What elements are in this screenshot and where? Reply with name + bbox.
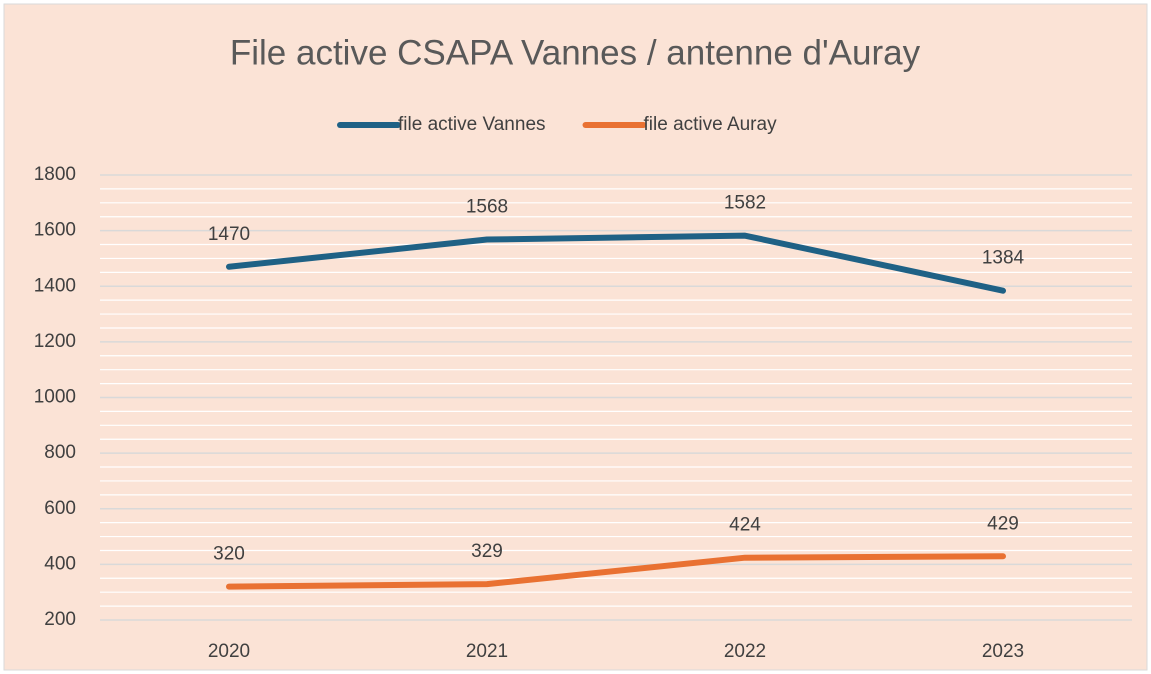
y-tick-label: 800 [44,442,76,463]
series-line [226,553,1006,590]
y-tick-label: 400 [44,553,76,574]
legend-label: file active Vannes [398,114,546,135]
y-tick-label: 1800 [34,164,76,185]
series-line [226,232,1006,294]
legend-label: file active Auray [644,114,778,135]
chart-area [3,3,1148,671]
y-tick-label: 1400 [34,275,76,296]
y-tick-label: 1000 [34,387,76,408]
data-label: 320 [213,544,245,565]
data-label: 329 [471,541,503,562]
y-tick-label: 1600 [34,220,76,241]
y-tick-label: 600 [44,498,76,519]
x-tick-label: 2020 [208,641,250,662]
x-tick-label: 2022 [724,641,766,662]
data-label: 1582 [724,193,766,214]
x-tick-label: 2021 [466,641,508,662]
chart-title: File active CSAPA Vannes / antenne d'Aur… [230,33,921,72]
data-label: 424 [729,515,761,536]
x-tick-label: 2023 [982,641,1024,662]
y-tick-label: 200 [44,609,76,630]
data-label: 1384 [982,248,1025,269]
data-label: 1568 [466,197,508,218]
data-label: 1470 [208,224,250,245]
data-label: 429 [987,513,1019,534]
y-tick-label: 1200 [34,331,76,352]
